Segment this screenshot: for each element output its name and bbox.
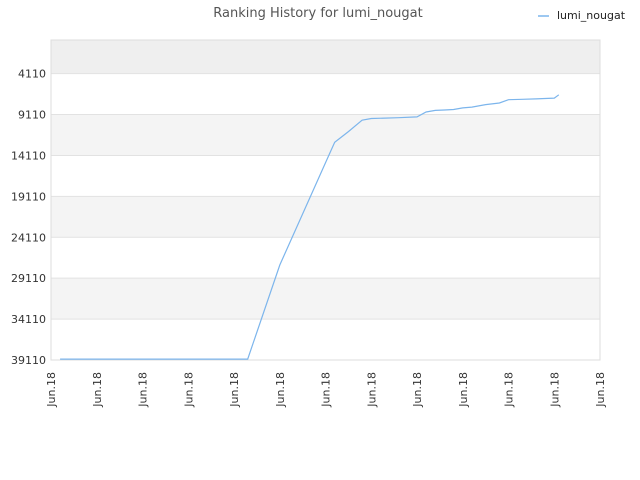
x-tick-label: Jun.18 xyxy=(91,372,104,408)
background-band xyxy=(51,73,600,115)
x-axis-ticks: Jun.18 Jun.18 Jun.18 Jun.18 Jun.18 Jun.18 Jun.… xyxy=(45,372,607,408)
background-band xyxy=(51,278,600,320)
background-band xyxy=(51,319,600,360)
legend-label: lumi_nougat xyxy=(557,9,626,22)
background-band xyxy=(51,196,600,238)
x-tick-label: Jun.18 xyxy=(594,372,607,408)
y-tick-label: 9110 xyxy=(18,109,46,122)
y-tick-label: 34110 xyxy=(11,313,46,326)
x-tick-label: Jun.18 xyxy=(503,372,516,408)
x-tick-label: Jun.18 xyxy=(274,372,287,408)
x-tick-label: Jun.18 xyxy=(182,372,195,408)
y-axis-ticks: 4110 9110 14110 19110 24110 29110 34110 39110 xyxy=(11,68,46,367)
series-line-lumi-nougat xyxy=(60,94,560,360)
x-tick-label: Jun.18 xyxy=(548,372,561,408)
background-band xyxy=(51,114,600,156)
legend: lumi_nougat xyxy=(538,9,626,22)
plot-border xyxy=(50,39,601,361)
x-tick-label: Jun.18 xyxy=(137,372,150,408)
background-bands xyxy=(51,40,600,360)
x-tick-label: Jun.18 xyxy=(457,372,470,408)
y-tick-label: 19110 xyxy=(11,190,46,203)
x-tick-label: Jun.18 xyxy=(45,372,58,408)
y-tick-label: 4110 xyxy=(18,68,46,81)
background-band xyxy=(51,40,600,74)
y-tick-label: 14110 xyxy=(11,149,46,162)
y-tick-label: 24110 xyxy=(11,231,46,244)
background-band xyxy=(51,237,600,279)
chart-title: Ranking History for lumi_nougat xyxy=(213,6,422,21)
x-tick-label: Jun.18 xyxy=(365,372,378,408)
x-tick-label: Jun.18 xyxy=(320,372,333,408)
x-tick-label: Jun.18 xyxy=(228,372,241,408)
y-tick-label: 29110 xyxy=(11,272,46,285)
x-tick-label: Jun.18 xyxy=(411,372,424,408)
y-tick-label: 39110 xyxy=(11,354,46,367)
